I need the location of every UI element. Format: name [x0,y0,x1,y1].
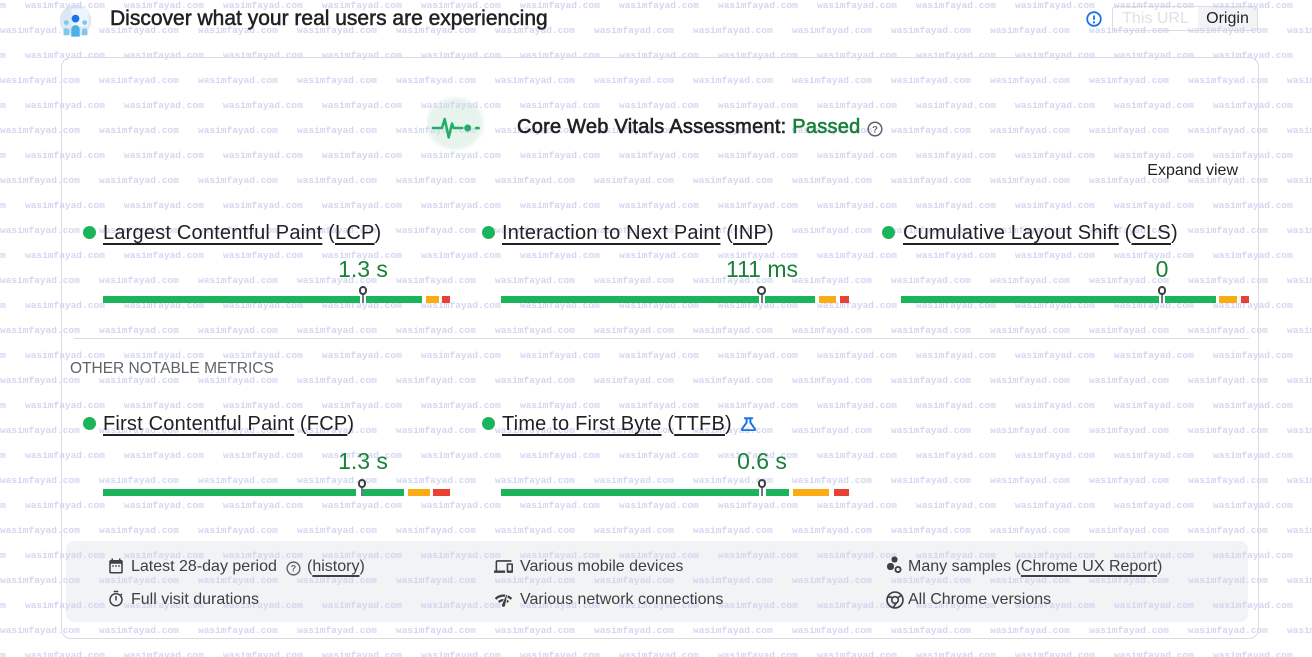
svg-text:?: ? [291,564,296,574]
svg-text:?: ? [872,124,878,135]
